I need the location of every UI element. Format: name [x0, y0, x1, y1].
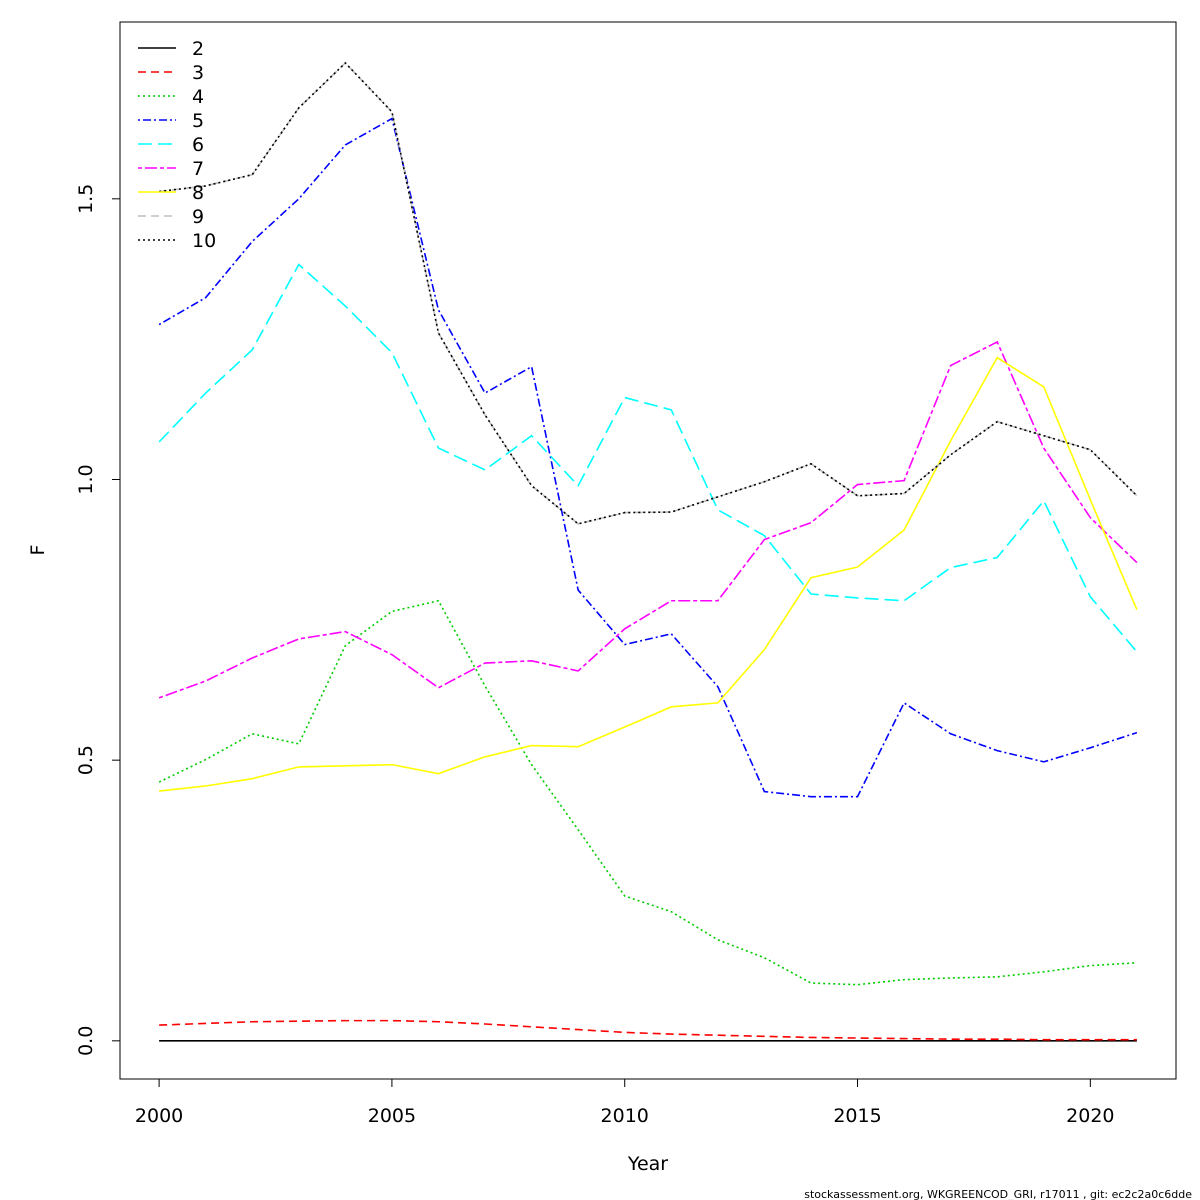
footer: stockassessment.org, WKGREENCOD_GRI, r17… [804, 1188, 1192, 1200]
plot-frame [119, 21, 1177, 1080]
legend-label: 5 [192, 110, 204, 132]
legend-label: 4 [192, 86, 204, 108]
legend-label: 10 [192, 230, 216, 252]
x-tick-label: 2005 [368, 1105, 416, 1127]
legend-label: 6 [192, 134, 204, 156]
x-tick-label: 2015 [833, 1105, 881, 1127]
series-line [158, 599, 1137, 986]
legend-label: 2 [192, 38, 204, 60]
y-tick-label: 1.5 [75, 184, 97, 214]
y-axis-label: F [27, 545, 49, 556]
x-axis-label: Year [627, 1153, 668, 1175]
series-line [158, 263, 1138, 653]
series-line [159, 1019, 1137, 1041]
series-line [158, 340, 1138, 699]
legend-label: 7 [192, 158, 204, 180]
legend-label: 3 [192, 62, 204, 84]
y-tick-label: 1.0 [75, 464, 97, 494]
series-line [159, 356, 1138, 792]
y-tick-label: 0.0 [75, 1026, 97, 1056]
x-tick-label: 2000 [135, 1105, 183, 1127]
series-line [158, 117, 1138, 798]
x-tick-label: 2020 [1066, 1105, 1114, 1127]
legend-label: 9 [192, 206, 204, 228]
x-tick-label: 2010 [601, 1105, 649, 1127]
legend-label: 8 [192, 182, 204, 204]
series-line [159, 61, 1138, 525]
y-tick-label: 0.5 [75, 745, 97, 775]
series-line [159, 61, 1138, 525]
